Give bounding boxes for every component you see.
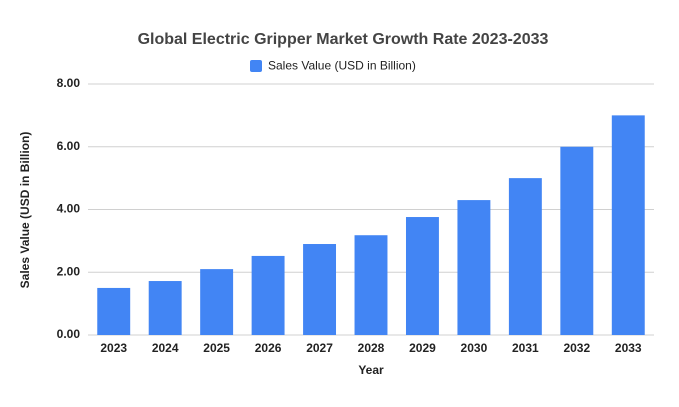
legend-label: Sales Value (USD in Billion) — [268, 59, 416, 73]
x-tick-label: 2024 — [152, 341, 179, 355]
bar — [148, 281, 182, 335]
x-tick-label: 2029 — [409, 341, 436, 355]
legend-swatch — [250, 60, 262, 72]
bar — [354, 235, 388, 335]
y-tick-label: 2.00 — [57, 264, 81, 278]
x-tick-label: 2030 — [461, 341, 488, 355]
x-tick-label: 2025 — [203, 341, 230, 355]
y-tick-label: 4.00 — [57, 202, 81, 216]
chart-title: Global Electric Gripper Market Growth Ra… — [138, 31, 549, 48]
bar — [457, 200, 491, 335]
bar — [611, 115, 645, 335]
x-tick-label: 2033 — [615, 341, 642, 355]
bar — [405, 217, 439, 335]
bar — [97, 287, 131, 335]
bar — [251, 255, 285, 335]
x-tick-label: 2031 — [512, 341, 539, 355]
bar — [303, 244, 337, 335]
x-tick-label: 2027 — [306, 341, 333, 355]
x-axis-title: Year — [358, 363, 384, 377]
bar — [560, 146, 594, 335]
y-tick-label: 8.00 — [57, 76, 81, 90]
y-tick-label: 0.00 — [57, 327, 81, 341]
bar — [200, 269, 234, 335]
x-tick-label: 2028 — [358, 341, 385, 355]
y-tick-label: 6.00 — [57, 139, 81, 153]
bar — [508, 178, 542, 335]
y-axis-title: Sales Value (USD in Billion) — [18, 132, 32, 289]
x-tick-label: 2032 — [563, 341, 590, 355]
x-tick-label: 2026 — [255, 341, 282, 355]
x-tick-label: 2023 — [100, 341, 127, 355]
